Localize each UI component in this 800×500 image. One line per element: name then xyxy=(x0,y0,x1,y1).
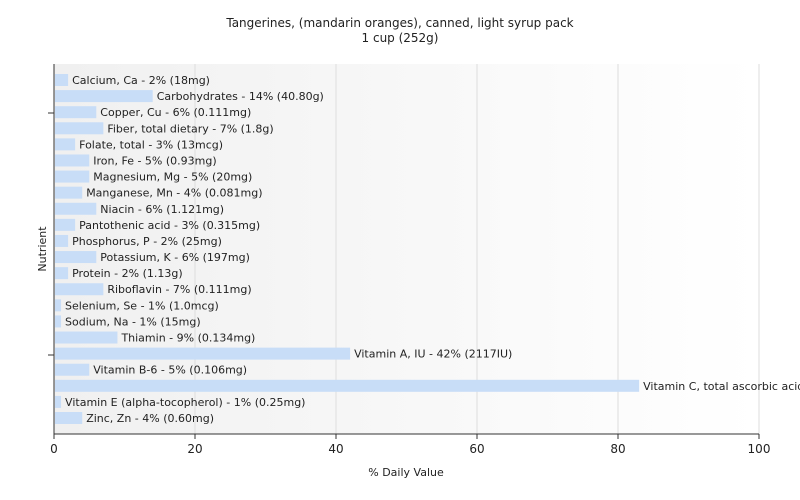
bar xyxy=(55,251,97,264)
bar-label: Manganese, Mn - 4% (0.081mg) xyxy=(86,187,262,200)
x-axis-title: % Daily Value xyxy=(368,466,444,479)
bar xyxy=(55,267,69,280)
bar xyxy=(55,412,83,424)
plot-area xyxy=(54,64,759,434)
bar-label: Protein - 2% (1.13g) xyxy=(72,267,183,280)
bar-label: Copper, Cu - 6% (0.111mg) xyxy=(100,106,251,119)
bar xyxy=(55,90,153,103)
bar-label: Calcium, Ca - 2% (18mg) xyxy=(72,74,210,87)
bar xyxy=(55,154,90,167)
x-tick-label: 100 xyxy=(748,442,771,456)
chart-title-block: Tangerines, (mandarin oranges), canned, … xyxy=(0,16,800,46)
bar xyxy=(55,347,351,360)
bar-label: Vitamin B-6 - 5% (0.106mg) xyxy=(93,364,247,377)
bar-label: Vitamin A, IU - 42% (2117IU) xyxy=(354,348,512,361)
x-tick-label: 0 xyxy=(50,442,58,456)
bar xyxy=(55,395,62,408)
axes: 0 20 40 60 80 100 xyxy=(48,64,770,456)
bar-label: Zinc, Zn - 4% (0.60mg) xyxy=(86,412,214,425)
bar xyxy=(55,186,83,199)
bar xyxy=(55,363,90,376)
bar-label: Pantothenic acid - 3% (0.315mg) xyxy=(79,219,260,232)
bar-label: Fiber, total dietary - 7% (1.8g) xyxy=(107,122,273,135)
gridlines xyxy=(194,64,760,434)
bar xyxy=(55,234,69,247)
bar-label: Selenium, Se - 1% (1.0mcg) xyxy=(65,299,219,312)
bar-label: Niacin - 6% (1.121mg) xyxy=(100,203,224,216)
bar-label: Vitamin E (alpha-tocopherol) - 1% (0.25m… xyxy=(65,396,305,409)
bar-label: Riboflavin - 7% (0.111mg) xyxy=(107,283,251,296)
x-tick-label: 60 xyxy=(469,442,484,456)
bar xyxy=(55,202,97,215)
bar-label: Potassium, K - 6% (197mg) xyxy=(100,251,250,264)
bar xyxy=(55,138,76,151)
bar-label: Iron, Fe - 5% (0.93mg) xyxy=(93,154,216,167)
bar xyxy=(55,379,640,392)
chart-subtitle: 1 cup (252g) xyxy=(361,31,439,45)
bar xyxy=(55,106,97,119)
bar xyxy=(55,283,104,296)
bars: Calcium, Ca - 2% (18mg) Carbohydrates - 1… xyxy=(55,74,800,425)
bar xyxy=(55,170,90,183)
bar-label: Vitamin C, total ascorbic acid - 83% (49… xyxy=(643,380,800,393)
bar-label: Carbohydrates - 14% (40.80g) xyxy=(157,90,324,103)
bar-label: Folate, total - 3% (13mcg) xyxy=(79,138,223,151)
bar xyxy=(55,122,104,135)
x-tick-label: 20 xyxy=(187,442,202,456)
bar xyxy=(55,331,118,344)
x-tick-label: 80 xyxy=(610,442,625,456)
bar xyxy=(55,315,62,328)
bar-label: Thiamin - 9% (0.134mg) xyxy=(120,332,255,345)
chart-title: Tangerines, (mandarin oranges), canned, … xyxy=(226,16,574,30)
x-tick-label: 40 xyxy=(328,442,343,456)
bar xyxy=(55,218,76,231)
y-axis-title: Nutrient xyxy=(36,226,49,272)
bar-label: Sodium, Na - 1% (15mg) xyxy=(65,315,201,328)
bar-label: Magnesium, Mg - 5% (20mg) xyxy=(93,171,252,184)
bar-label: Phosphorus, P - 2% (25mg) xyxy=(72,235,222,248)
bar xyxy=(55,299,62,312)
bar xyxy=(55,74,69,86)
